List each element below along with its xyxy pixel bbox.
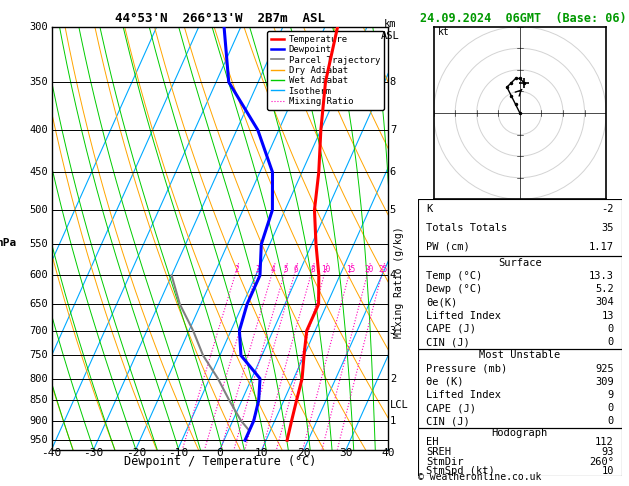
Text: 260°: 260° xyxy=(589,457,614,467)
Text: Totals Totals: Totals Totals xyxy=(426,223,507,233)
Text: CAPE (J): CAPE (J) xyxy=(426,403,476,413)
Text: 0: 0 xyxy=(216,448,223,458)
Text: 8: 8 xyxy=(310,265,314,274)
Text: 700: 700 xyxy=(30,326,48,336)
Text: 5: 5 xyxy=(390,205,396,215)
Text: 3: 3 xyxy=(390,326,396,336)
Text: CIN (J): CIN (J) xyxy=(426,337,470,347)
Text: 0: 0 xyxy=(608,337,614,347)
Text: 925: 925 xyxy=(595,364,614,374)
Text: 112: 112 xyxy=(595,437,614,447)
Text: 8: 8 xyxy=(390,77,396,87)
Text: θe(K): θe(K) xyxy=(426,297,457,308)
Text: 850: 850 xyxy=(30,395,48,405)
Text: 650: 650 xyxy=(30,299,48,309)
Text: Surface: Surface xyxy=(498,258,542,268)
Text: 0: 0 xyxy=(608,324,614,334)
Text: 0: 0 xyxy=(608,416,614,426)
Text: 5.2: 5.2 xyxy=(595,284,614,294)
Text: 900: 900 xyxy=(30,416,48,426)
Text: 35: 35 xyxy=(601,223,614,233)
Text: kt: kt xyxy=(438,27,450,37)
Text: SREH: SREH xyxy=(426,447,451,457)
Text: -20: -20 xyxy=(126,448,146,458)
Text: 3: 3 xyxy=(255,265,260,274)
Text: 400: 400 xyxy=(30,125,48,135)
Text: 0: 0 xyxy=(608,403,614,413)
Text: θe (K): θe (K) xyxy=(426,377,464,387)
Text: StmDir: StmDir xyxy=(426,457,464,467)
Text: 44°53'N  266°13'W  2B7m  ASL: 44°53'N 266°13'W 2B7m ASL xyxy=(115,12,325,25)
Text: Lifted Index: Lifted Index xyxy=(426,311,501,321)
Text: 5: 5 xyxy=(283,265,288,274)
Text: -10: -10 xyxy=(168,448,188,458)
Text: -2: -2 xyxy=(601,204,614,214)
Text: LCL: LCL xyxy=(390,399,408,410)
Text: CAPE (J): CAPE (J) xyxy=(426,324,476,334)
Text: 1.17: 1.17 xyxy=(589,242,614,252)
Text: 600: 600 xyxy=(30,270,48,280)
Text: 15: 15 xyxy=(346,265,355,274)
Text: 7: 7 xyxy=(390,125,396,135)
Text: 10: 10 xyxy=(601,467,614,476)
Text: 13.3: 13.3 xyxy=(589,271,614,281)
Text: 304: 304 xyxy=(595,297,614,308)
Text: StmSpd (kt): StmSpd (kt) xyxy=(426,467,494,476)
Text: 25: 25 xyxy=(378,265,387,274)
Text: 2: 2 xyxy=(235,265,239,274)
Text: 93: 93 xyxy=(601,447,614,457)
Text: 13: 13 xyxy=(601,311,614,321)
X-axis label: Dewpoint / Temperature (°C): Dewpoint / Temperature (°C) xyxy=(124,455,316,468)
Text: 300: 300 xyxy=(30,22,48,32)
Text: Temp (°C): Temp (°C) xyxy=(426,271,482,281)
Text: 20: 20 xyxy=(298,448,311,458)
Text: km
ASL: km ASL xyxy=(381,19,399,41)
Text: CIN (J): CIN (J) xyxy=(426,416,470,426)
Text: 10: 10 xyxy=(321,265,330,274)
Text: 800: 800 xyxy=(30,374,48,383)
Text: 550: 550 xyxy=(30,239,48,249)
Text: 1: 1 xyxy=(390,416,396,426)
Legend: Temperature, Dewpoint, Parcel Trajectory, Dry Adiabat, Wet Adiabat, Isotherm, Mi: Temperature, Dewpoint, Parcel Trajectory… xyxy=(267,31,384,109)
Text: 500: 500 xyxy=(30,205,48,215)
Text: 4: 4 xyxy=(390,270,396,280)
Text: 350: 350 xyxy=(30,77,48,87)
Text: Hodograph: Hodograph xyxy=(492,428,548,438)
Text: 450: 450 xyxy=(30,167,48,177)
Text: 9: 9 xyxy=(608,390,614,400)
Text: 6: 6 xyxy=(390,167,396,177)
Text: K: K xyxy=(426,204,432,214)
Text: -40: -40 xyxy=(42,448,62,458)
Text: Pressure (mb): Pressure (mb) xyxy=(426,364,507,374)
Text: 24.09.2024  06GMT  (Base: 06): 24.09.2024 06GMT (Base: 06) xyxy=(420,12,626,25)
Text: 309: 309 xyxy=(595,377,614,387)
Text: 30: 30 xyxy=(339,448,353,458)
Text: 950: 950 xyxy=(30,435,48,445)
Text: 2: 2 xyxy=(390,374,396,383)
Text: PW (cm): PW (cm) xyxy=(426,242,470,252)
Text: 10: 10 xyxy=(255,448,269,458)
Text: 40: 40 xyxy=(381,448,395,458)
Text: © weatheronline.co.uk: © weatheronline.co.uk xyxy=(418,472,541,482)
Text: 6: 6 xyxy=(294,265,298,274)
Text: 750: 750 xyxy=(30,350,48,361)
Text: EH: EH xyxy=(426,437,438,447)
Text: 4: 4 xyxy=(271,265,276,274)
Text: 20: 20 xyxy=(364,265,373,274)
Text: Lifted Index: Lifted Index xyxy=(426,390,501,400)
Text: Most Unstable: Most Unstable xyxy=(479,350,560,361)
Text: hPa: hPa xyxy=(0,238,16,248)
Text: -30: -30 xyxy=(84,448,104,458)
Text: Mixing Ratio (g/kg): Mixing Ratio (g/kg) xyxy=(394,226,404,338)
Text: Dewp (°C): Dewp (°C) xyxy=(426,284,482,294)
